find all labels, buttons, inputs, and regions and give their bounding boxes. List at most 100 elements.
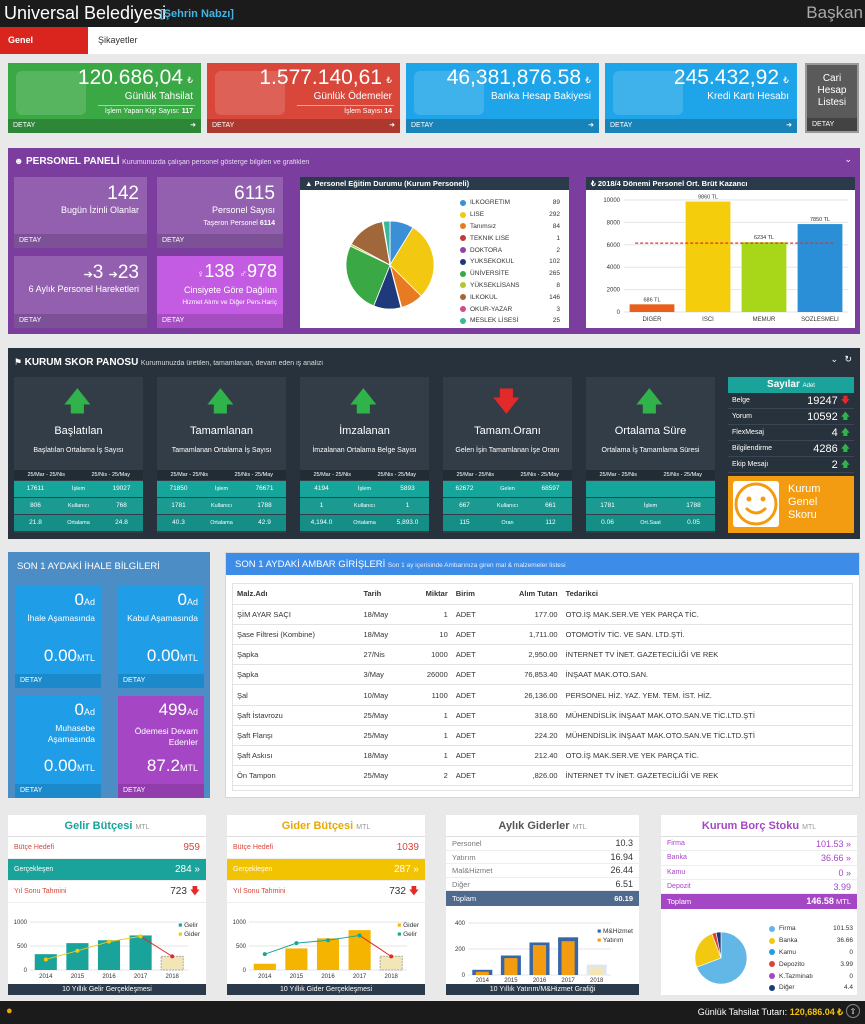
table-row[interactable]: Şaft İstavrozu 25/May 1 ADET 318.60 MÜHENDİSL… [233, 705, 852, 726]
legend-item[interactable]: Tanımsız 84 [460, 221, 560, 233]
legend-item[interactable]: LISE 292 [460, 209, 560, 221]
skor-card-1[interactable]: 🡅 Tamamlanan Tamamlanan Ortalama İş Sayısı… [157, 377, 286, 533]
legend-item[interactable]: Banka 36.66 [769, 935, 853, 947]
legend-item[interactable]: Depozito 3.99 [769, 958, 853, 970]
kpi-card-0[interactable]: 120.686,04 ₺ Günlük Tahsilat İşlem Yapan Ki… [8, 63, 201, 133]
sayilar-item[interactable]: Yorum 10592 🡅 [728, 409, 854, 425]
bar-memur[interactable] [741, 242, 787, 312]
skor-card-4[interactable]: 🡅 Ortalama Süre Ortalama İş Tamamlama Süre… [586, 377, 715, 533]
series-point[interactable] [262, 952, 267, 957]
legend-item[interactable]: Kamu 0 [769, 947, 853, 959]
series-point[interactable] [326, 938, 330, 943]
kpi-footer[interactable]: DETAY ➜ [207, 119, 400, 133]
table-header[interactable]: Miktar [407, 584, 452, 605]
rss-icon[interactable]: ● [6, 1005, 13, 1017]
series-point[interactable] [107, 939, 111, 944]
table-row[interactable]: Şaft Flanşı 25/May 1 ADET 224.20 MÜHENDİSLİK … [233, 725, 852, 747]
borc-total-row[interactable]: Toplam 146.58 MTL [661, 894, 857, 910]
borc-row[interactable]: Banka 36.66 » [661, 851, 857, 866]
aylik-row[interactable]: Diğer 6.51 [446, 878, 639, 891]
bar-inner-2015[interactable] [504, 958, 518, 975]
tahmin-row[interactable]: Yıl Sonu Tahmini 723 🡇 [8, 881, 206, 903]
legend-item[interactable]: ILKOGRETIM 89 [460, 197, 560, 209]
skor-card-2[interactable]: 🡅 İmzalanan İmzalanan Ortalama Belge Sayıs… [300, 377, 429, 533]
bar-inner-2018[interactable] [590, 967, 604, 975]
personel-sayisi-card[interactable]: 6115 Personel Sayısı Taşeron Personel 61… [157, 177, 283, 248]
bar-2014[interactable] [34, 954, 57, 970]
table-header[interactable]: Birim [451, 584, 493, 605]
scroll-top-icon[interactable]: ⇧ [846, 1004, 860, 1018]
series-point[interactable] [357, 933, 362, 938]
series-point[interactable] [138, 934, 143, 939]
kpi-footer[interactable]: DETAY ➜ [605, 119, 797, 133]
table-row[interactable]: Şaft Askısı 18/May 1 ADET 212.40 OTO.İŞ MAK.S… [233, 745, 852, 767]
bar-sozlesmeli[interactable] [797, 224, 843, 312]
legend-item[interactable]: DOKTORA 2 [460, 244, 560, 256]
series-point[interactable] [43, 957, 48, 962]
user-role[interactable]: Başkan [806, 3, 863, 22]
table-header[interactable]: Tarih [359, 584, 408, 605]
legend-item[interactable]: K.Tazminatı 0 [769, 970, 853, 982]
kpi-card-1[interactable]: 1.577.140,61 ₺ Günlük Ödemeler İşlem Sayısı… [207, 63, 400, 133]
series-point[interactable] [170, 954, 175, 959]
bar-2018[interactable] [160, 955, 184, 971]
kpi-footer[interactable]: DETAY ➜ [8, 119, 201, 133]
sayilar-item[interactable]: FlexMesaj 4 🡅 [728, 425, 854, 441]
legend-item[interactable]: Firma 101.53 [769, 923, 853, 935]
pie-slice-lise[interactable] [389, 226, 435, 297]
bar-2016[interactable] [97, 940, 121, 970]
ambar-table-wrap[interactable]: Malz.Adı Tarih Miktar Birim Alım Tutarı Tedar… [232, 583, 853, 791]
bar-2017[interactable] [348, 930, 371, 970]
table-header[interactable]: Malz.Adı [233, 584, 360, 605]
legend-item[interactable]: OKUR-YAZAR 3 [460, 303, 560, 315]
hareket-card[interactable]: ➔3 ➔23 6 Aylık Personel Hareketleri DETA… [14, 256, 147, 328]
legend-item[interactable]: YÜKSEKLİSANS 8 [460, 280, 560, 292]
table-row[interactable]: Şapka 27/Nis 1000 ADET 2,950.00 İNTERNET TV İ… [233, 644, 852, 666]
ihale-card-2[interactable]: 0Ad Muhasebe Aşamasında 0.00MTL DETAY [15, 696, 101, 798]
collapse-icon[interactable]: ⌄ [830, 354, 838, 364]
borc-row[interactable]: Depozit 3.99 [661, 880, 857, 895]
hedef-row[interactable]: Bütçe Hedefi 959 [8, 837, 206, 859]
borc-row[interactable]: Firma 101.53 » [661, 837, 857, 852]
refresh-icon[interactable]: ↻ [844, 354, 852, 364]
series-point[interactable] [75, 948, 80, 953]
bar-inner-2017[interactable] [561, 941, 575, 975]
kpi-card-3[interactable]: 245.432,92 ₺ Kredi Kartı Hesabı DETAY ➜ [605, 63, 797, 133]
cari-hesap-button[interactable]: Cari Hesap Listesi DETAY [805, 63, 859, 133]
tab-sikayetler[interactable]: Şikayetler [98, 35, 138, 45]
table-header[interactable]: Tedarikci [561, 584, 852, 605]
tab-genel[interactable]: Genel Göstergeler [0, 27, 88, 72]
pie-slice-üni̇versi̇te[interactable] [345, 245, 391, 307]
cinsiyet-card[interactable]: ♀138 ♂978 Cinsiyete Göre Dağılım Hizmet … [157, 256, 283, 328]
series-point[interactable] [294, 941, 299, 946]
legend-item[interactable]: ILKOKUL 146 [460, 291, 560, 303]
aylik-row[interactable]: Personel 10.3 [446, 837, 639, 851]
hedef-row[interactable]: Bütçe Hedefi 1039 [227, 837, 425, 859]
sayilar-item[interactable]: Belge 19247 🡇 [728, 393, 854, 409]
izinli-card[interactable]: 142 Bugün İzinli Olanlar DETAY [14, 177, 147, 248]
kpi-footer[interactable]: DETAY ➜ [406, 119, 599, 133]
gerceklesen-row[interactable]: Gerçekleşen 287 » [227, 859, 425, 881]
series-point[interactable] [389, 954, 394, 959]
table-row[interactable]: Şal 10/May 1100 ADET 26,136.00 PERSONEL HİZ. … [233, 684, 852, 706]
legend-item[interactable]: YUKSEKOKUL 102 [460, 256, 560, 268]
table-row[interactable]: Şapka 3/May 26000 ADET 76,853.40 İNŞAAT MAK.O… [233, 664, 852, 686]
sayilar-item[interactable]: Bilgilendirme 4286 🡅 [728, 441, 854, 457]
legend-item[interactable]: Diğer 4.4 [769, 982, 853, 994]
skor-card-0[interactable]: 🡅 Başlatılan Başlatılan Ortalama İş Sayısı… [14, 377, 143, 533]
legend-item[interactable]: TEKNIK LISE 1 [460, 232, 560, 244]
aylik-row[interactable]: Mal&Hizmet 26.44 [446, 864, 639, 878]
table-header[interactable]: Alım Tutarı [492, 584, 562, 605]
table-row[interactable]: Ön Tampon 25/May 2 ADET ,826.00 İNTERNET TV İ… [233, 765, 852, 787]
pie-slice-banka[interactable] [694, 933, 722, 968]
aylik-total-row[interactable]: Toplam 60.19 [446, 891, 639, 906]
legend-item[interactable]: MESLEK LİSESİ 25 [460, 315, 560, 327]
pie-slice-diğer[interactable] [715, 931, 722, 959]
bar-2018[interactable] [379, 955, 403, 971]
pie-slice-meslek li̇sesi̇[interactable] [382, 220, 391, 266]
bar-2016[interactable] [316, 938, 340, 970]
bar-2015[interactable] [285, 948, 308, 970]
bar-isci[interactable] [685, 201, 731, 312]
table-row[interactable]: ŞİM AYAR SAÇI 18/May 1 ADET 177.00 OTO.İŞ MAK… [233, 604, 852, 625]
skor-card-3[interactable]: 🡇 Tamam.Oranı Gelen İşin Tamamlanan İşe Or… [443, 377, 572, 533]
